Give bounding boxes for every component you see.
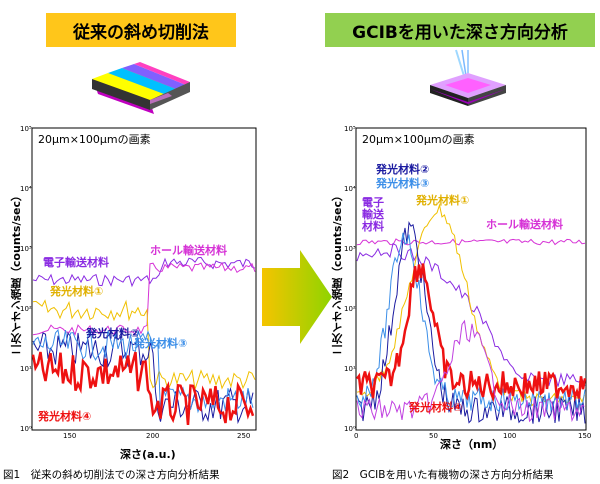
left-label-emit1: 発光材料① <box>50 285 104 298</box>
left-line-hole <box>32 262 256 337</box>
caption-figure1: 図1 従来の斜め切削法での深さ方向分析結果 <box>3 469 220 481</box>
right-ylabel: 二次イオン強度（counts/sec） <box>331 190 344 356</box>
left-label-emit4: 発光材料④ <box>38 410 92 423</box>
title-gcib-method: GCIBを用いた深さ方向分析 <box>325 13 595 47</box>
left-xtick-250: 250 <box>237 432 251 440</box>
right-ytick-1: 10¹ <box>344 365 356 373</box>
left-xlabel: 深さ(a.u.) <box>120 448 176 461</box>
right-label-hole: ホール輸送材料 <box>486 218 563 231</box>
left-plot-series <box>31 256 256 426</box>
right-ytick-5: 10⁵ <box>344 125 356 133</box>
left-ytick-3: 10³ <box>20 245 32 253</box>
right-plot-series <box>356 203 587 424</box>
left-ytick-4: 10⁴ <box>20 185 32 193</box>
right-xtick-150: 150 <box>578 432 592 440</box>
right-plot-frame <box>355 127 587 431</box>
arrow-right-icon <box>262 250 332 344</box>
right-pixel-size-label: 20μm×100μmの画素 <box>362 133 475 146</box>
right-line-electron <box>356 242 586 388</box>
right-line-emit2 <box>356 220 586 424</box>
right-ytick-2: 10² <box>344 305 356 313</box>
right-xtick-0: 0 <box>354 432 359 440</box>
left-label-hole: ホール輸送材料 <box>150 244 227 257</box>
left-ytick-0: 10⁰ <box>20 425 32 433</box>
right-label-electron: 電子 輸送 材料 <box>362 196 384 234</box>
right-line-emit3 <box>356 232 586 413</box>
right-ytick-4: 10⁴ <box>344 185 356 193</box>
right-label-emit3: 発光材料③ <box>376 177 430 190</box>
right-label-emit1: 発光材料① <box>416 194 470 207</box>
left-plot-frame <box>31 127 257 431</box>
sample-block-tilted-icon <box>92 62 190 114</box>
left-ylabel: 二次イオン強度（counts/sec） <box>10 190 23 356</box>
sample-block-gcib-icon <box>430 49 506 106</box>
left-ytick-5: 10⁵ <box>20 125 32 133</box>
left-xtick-200: 200 <box>146 432 160 440</box>
right-ytick-0: 10⁰ <box>344 425 356 433</box>
left-line-electron <box>32 256 256 288</box>
left-line-emit4 <box>31 351 255 426</box>
right-label-emit2: 発光材料② <box>376 163 430 176</box>
left-line-emit1 <box>32 299 256 392</box>
left-ytick-2: 10² <box>20 305 32 313</box>
right-line-extra <box>356 319 585 423</box>
left-ytick-1: 10¹ <box>20 365 32 373</box>
left-pixel-size-label: 20μm×100μmの画素 <box>38 133 151 146</box>
caption-figure2: 図2 GCIBを用いた有機物の深さ方向分析結果 <box>332 469 554 481</box>
right-line-hole <box>356 238 586 246</box>
right-xtick-50: 50 <box>429 432 438 440</box>
right-ytick-3: 10³ <box>344 245 356 253</box>
left-label-emit3: 発光材料③ <box>134 337 188 350</box>
left-xtick-150: 150 <box>63 432 77 440</box>
left-label-emit2: 発光材料② <box>86 327 140 340</box>
left-label-electron: 電子輸送材料 <box>43 256 109 269</box>
right-xlabel: 深さ（nm） <box>440 438 504 451</box>
right-line-emit4 <box>356 263 587 403</box>
title-traditional-method: 従来の斜め切削法 <box>46 13 236 47</box>
right-xtick-100: 100 <box>503 432 517 440</box>
right-label-emit4: 発光材料④ <box>409 401 463 414</box>
